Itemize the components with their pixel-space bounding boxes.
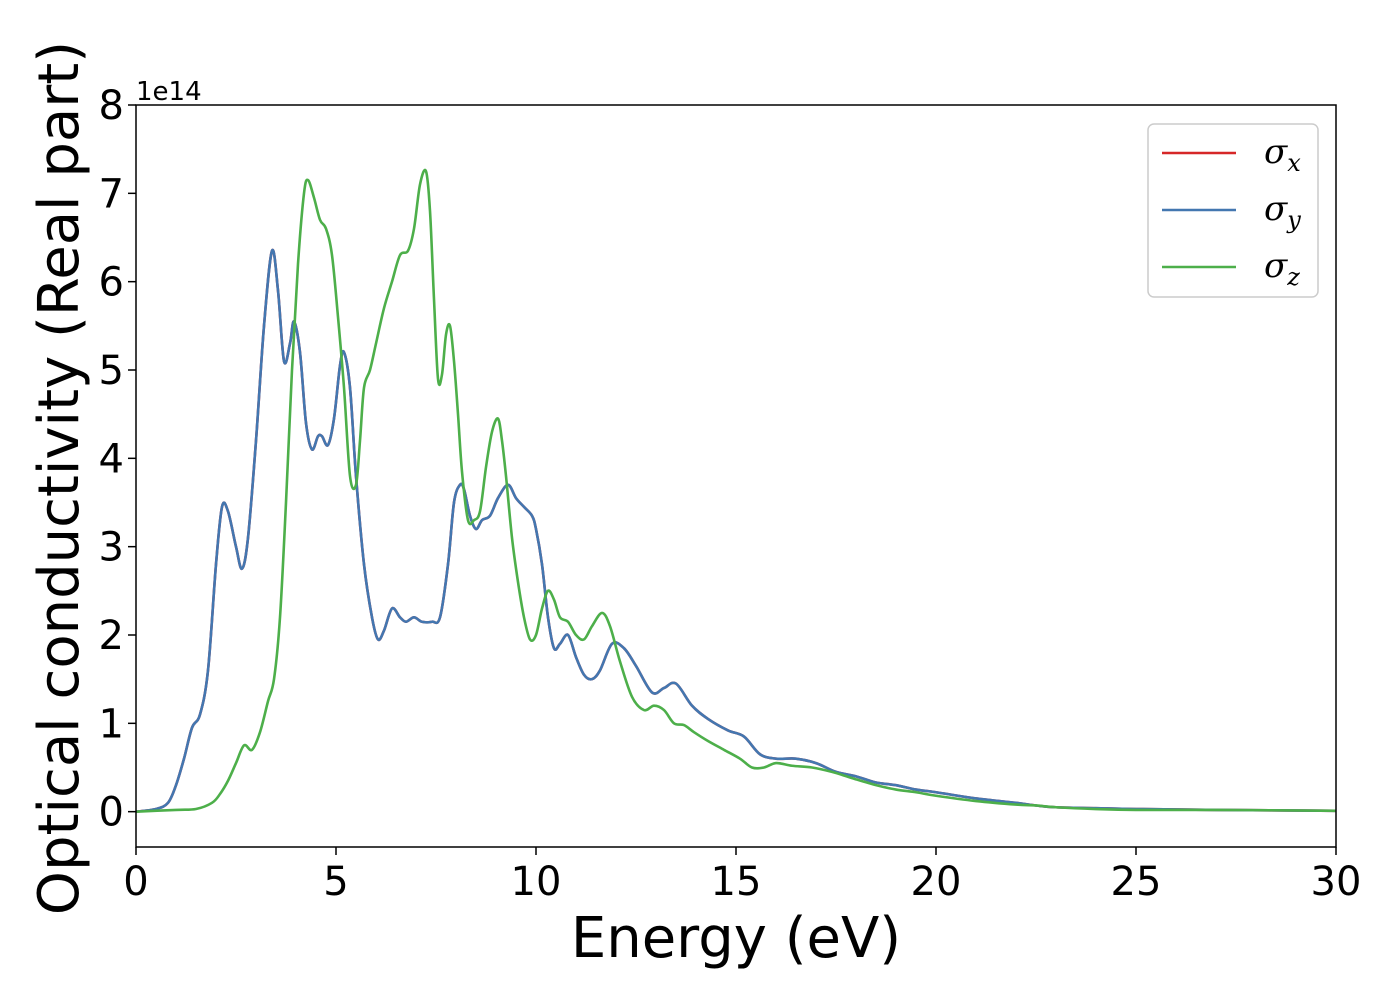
y-tick-label: 1: [99, 701, 124, 747]
y-tick-label: 0: [99, 790, 124, 836]
x-tick-label: 30: [1311, 859, 1362, 905]
legend-entry-x: σx: [1264, 132, 1301, 177]
x-tick-label: 20: [911, 859, 962, 905]
legend-symbol: σ: [1264, 132, 1288, 172]
legend-entry-y: σy: [1264, 189, 1301, 234]
x-tick-label: 5: [323, 859, 348, 905]
legend-subscript: z: [1286, 263, 1300, 291]
y-offset-label: 1e14: [136, 77, 202, 107]
y-axis-label: Optical conductivity (Real part): [27, 41, 92, 915]
x-tick-label: 10: [511, 859, 562, 905]
series-line-x: [136, 248, 1336, 813]
series-line-y: [136, 248, 1336, 813]
y-tick-label: 8: [99, 83, 124, 129]
y-tick-label: 4: [99, 436, 124, 482]
y-axis: 0 1 2 3 4 5 6 7 8: [99, 83, 136, 836]
y-tick-label: 7: [99, 171, 124, 217]
series-line-z: [136, 168, 1336, 813]
y-tick-label: 5: [99, 348, 124, 394]
legend-symbol: σ: [1264, 246, 1288, 286]
y-tick-label: 6: [99, 260, 124, 306]
x-axis-label: Energy (eV): [571, 906, 901, 971]
plot-lines: [136, 168, 1336, 813]
legend-subscript: y: [1286, 206, 1301, 234]
y-tick-label: 3: [99, 525, 124, 571]
x-axis: 0 5 10 15 20 25 30: [123, 847, 1361, 905]
x-tick-label: 0: [123, 859, 148, 905]
x-tick-label: 15: [711, 859, 762, 905]
x-tick-label: 25: [1111, 859, 1162, 905]
legend-symbol: σ: [1264, 189, 1288, 229]
y-tick-label: 2: [99, 613, 124, 659]
legend-entry-z: σz: [1264, 246, 1300, 291]
legend-subscript: x: [1287, 149, 1301, 177]
